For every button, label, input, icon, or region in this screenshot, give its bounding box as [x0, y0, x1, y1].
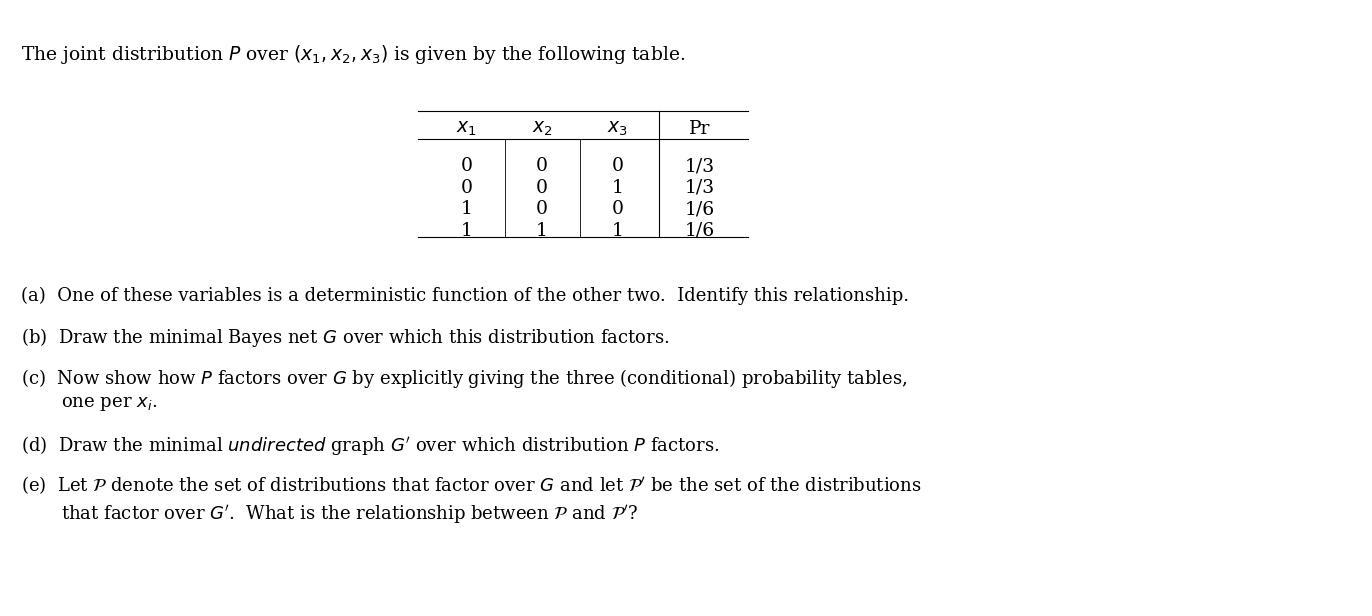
Text: 0: 0 — [536, 157, 547, 175]
Text: 1: 1 — [612, 222, 623, 240]
Text: 1: 1 — [536, 222, 547, 240]
Text: 1/6: 1/6 — [685, 200, 715, 218]
Text: that factor over $G'$.  What is the relationship between $\mathcal{P}$ and $\mat: that factor over $G'$. What is the relat… — [21, 503, 638, 526]
Text: 0: 0 — [461, 157, 472, 175]
Text: $x_3$: $x_3$ — [606, 120, 628, 139]
Text: 1/3: 1/3 — [685, 179, 715, 197]
Text: $x_2$: $x_2$ — [531, 120, 553, 139]
Text: The joint distribution $P$ over $(x_1, x_2, x_3)$ is given by the following tabl: The joint distribution $P$ over $(x_1, x… — [21, 43, 685, 66]
Text: 1: 1 — [612, 179, 623, 197]
Text: 1/3: 1/3 — [685, 157, 715, 175]
Text: one per $x_i$.: one per $x_i$. — [21, 395, 156, 413]
Text: (a)  One of these variables is a deterministic function of the other two.  Ident: (a) One of these variables is a determin… — [21, 286, 908, 305]
Text: $x_1$: $x_1$ — [456, 120, 477, 139]
Text: 0: 0 — [612, 157, 623, 175]
Text: Pr: Pr — [689, 120, 711, 138]
Text: 0: 0 — [536, 179, 547, 197]
Text: 1: 1 — [461, 200, 472, 218]
Text: 1/6: 1/6 — [685, 222, 715, 240]
Text: 0: 0 — [612, 200, 623, 218]
Text: (b)  Draw the minimal Bayes net $G$ over which this distribution factors.: (b) Draw the minimal Bayes net $G$ over … — [21, 326, 670, 349]
Text: 0: 0 — [536, 200, 547, 218]
Text: (d)  Draw the minimal $\it{undirected}$ graph $G'$ over which distribution $P$ f: (d) Draw the minimal $\it{undirected}$ g… — [21, 434, 719, 457]
Text: (c)  Now show how $P$ factors over $G$ by explicitly giving the three (condition: (c) Now show how $P$ factors over $G$ by… — [21, 367, 907, 389]
Text: 0: 0 — [461, 179, 472, 197]
Text: (e)  Let $\mathcal{P}$ denote the set of distributions that factor over $G$ and : (e) Let $\mathcal{P}$ denote the set of … — [21, 474, 921, 496]
Text: 1: 1 — [461, 222, 472, 240]
